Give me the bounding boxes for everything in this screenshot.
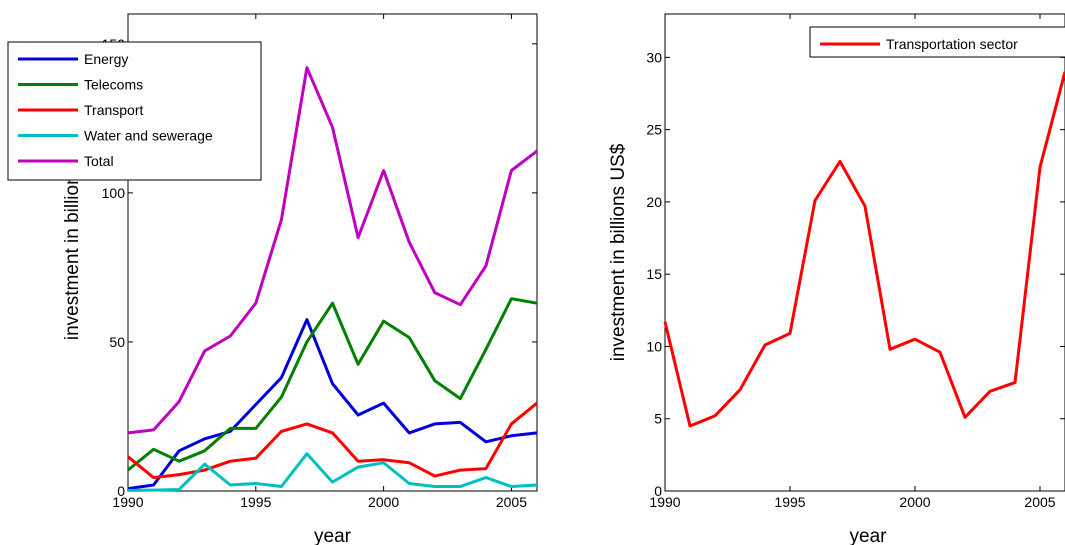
series-line-total [127, 66, 538, 435]
x-tick-label: 2005 [1024, 494, 1055, 510]
plot-area [664, 13, 1065, 492]
x-tick-label: 2005 [496, 494, 527, 510]
y-tick-label: 0 [654, 483, 662, 499]
y-tick-label: 15 [646, 266, 662, 282]
y-tick-label: 100 [102, 185, 126, 201]
legend-label: Transport [84, 102, 144, 118]
x-tick-label: 1990 [112, 494, 143, 510]
legend-label: Telecoms [84, 77, 143, 93]
legend: Energy Telecoms Transport Water and sewerag… [7, 41, 262, 181]
chart-left: 1990199520002005050100150yearinvestment … [7, 13, 538, 545]
y-tick-label: 10 [646, 338, 662, 354]
x-axis-label: year [314, 526, 352, 545]
legend-label: Energy [84, 51, 128, 67]
y-tick-label: 20 [646, 194, 662, 210]
series-line-water-and-sewerage [127, 452, 538, 492]
series-line-telecoms [127, 297, 538, 472]
x-tick-label: 2000 [368, 494, 399, 510]
legend: Transportation sector [809, 26, 1065, 58]
legend-label: Transportation sector [886, 36, 1018, 52]
y-tick-label: 50 [109, 334, 125, 350]
x-axis-label: year [850, 526, 888, 545]
series-line-energy [127, 318, 538, 491]
x-tick-label: 1995 [774, 494, 805, 510]
x-tick-label: 1990 [649, 494, 680, 510]
legend-box [809, 26, 1065, 58]
y-axis-label: investment in billions [62, 165, 83, 340]
y-tick-label: 25 [646, 122, 662, 138]
chart-right: 1990 1995 2000 2005 0 5 10 15 20 25 30 year investme… [608, 13, 1065, 545]
x-tick-label: 1995 [240, 494, 271, 510]
y-axis-label: investment in billions US$ [608, 143, 629, 361]
legend-label: Water and sewerage [84, 128, 213, 144]
y-tick-label: 5 [654, 411, 662, 427]
y-tick-label: 30 [646, 49, 662, 65]
legend-label: Total [84, 153, 114, 169]
series-line-transportation-sector [663, 71, 1065, 428]
x-tick-label: 2000 [899, 494, 930, 510]
y-tick-label: 0 [117, 483, 125, 499]
